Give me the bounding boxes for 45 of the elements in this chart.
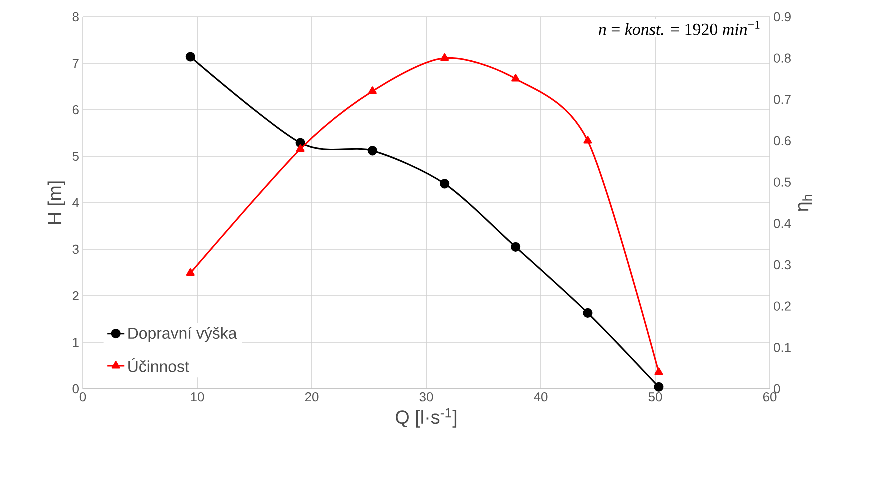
- y-tick-label: 2: [72, 291, 79, 301]
- x-tick-label: 0: [80, 392, 86, 402]
- y2-tick-label: 0.3: [774, 260, 791, 270]
- y2-tick-label: 0.7: [774, 95, 791, 104]
- point: [186, 52, 196, 62]
- point: [440, 179, 450, 189]
- legend-label: Účinnost: [128, 358, 190, 372]
- point: [368, 146, 378, 156]
- y-axis-title: H [m]: [48, 182, 66, 224]
- y-tick-label: 8: [72, 12, 79, 22]
- y2-tick-label: 0.8: [774, 54, 791, 63]
- x-tick-label: 20: [305, 392, 319, 402]
- y-tick-label: 0: [72, 384, 79, 394]
- y-tick-label: 7: [72, 59, 79, 68]
- x-tick-label: 30: [420, 392, 434, 402]
- y-tick-label: 3: [72, 244, 79, 254]
- point: [512, 74, 520, 82]
- y2-tick-label: 0.9: [774, 12, 791, 22]
- y2-axis-title: η$_{h}$: [798, 195, 812, 212]
- x-axis-title: Q [l·s$^{-1}$]: [396, 408, 457, 428]
- y-tick-label: 1: [73, 338, 79, 347]
- point: [654, 382, 664, 392]
- y2-tick-label: 0: [774, 384, 780, 394]
- y2-tick-label: 0.1: [774, 343, 791, 352]
- point: [654, 368, 664, 376]
- y2-tick-label: 0.2: [774, 302, 791, 311]
- point: [368, 86, 377, 94]
- y2-tick-label: 0.5: [774, 178, 791, 187]
- y2-tick-label: 0.4: [774, 219, 792, 228]
- x-tick-label: 60: [763, 392, 777, 402]
- y-tick-label: 4: [72, 198, 80, 208]
- x-tick-label: 40: [534, 392, 548, 402]
- point: [584, 136, 592, 144]
- point: [186, 268, 195, 276]
- legend-label: Dopravní výška: [128, 327, 238, 342]
- x-tick-label: 10: [191, 392, 204, 402]
- point: [583, 308, 593, 318]
- point: [296, 144, 305, 152]
- point: [440, 54, 450, 62]
- point: [511, 242, 521, 252]
- y-tick-label: 6: [72, 105, 79, 115]
- annotation: n = konst. = 1920 min$^{−1}$: [599, 21, 760, 36]
- y2-tick-label: 0.6: [774, 136, 791, 146]
- x-tick-label: 50: [648, 392, 662, 402]
- y-tick-label: 5: [72, 152, 79, 162]
